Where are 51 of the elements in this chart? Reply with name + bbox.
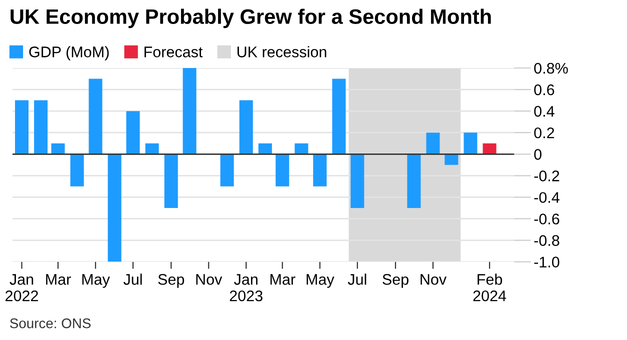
x-tick-label: Jan 2022 — [6, 274, 38, 302]
bar — [444, 154, 458, 165]
x-tick-label: Mar — [46, 274, 71, 285]
y-tick-label: -0.4 — [534, 192, 560, 203]
y-tick-label: -1.0 — [534, 256, 560, 268]
x-tick-label: Mar — [270, 274, 296, 285]
legend-label: Forecast — [144, 46, 203, 58]
x-tick-label: Sep — [158, 274, 184, 288]
y-tick-label: -0.2 — [534, 170, 560, 182]
x-tick-label: Nov — [420, 274, 447, 285]
bar — [258, 143, 272, 154]
bar — [145, 143, 159, 154]
bar — [350, 154, 364, 208]
legend-label: UK recession — [238, 46, 326, 58]
bar — [482, 143, 496, 154]
x-tick-label: Nov — [196, 274, 222, 285]
bar — [108, 154, 122, 262]
bar — [294, 143, 308, 154]
bar — [276, 154, 290, 186]
bar — [464, 132, 478, 154]
x-tick-label: May — [82, 274, 110, 288]
x-tick-label: Feb 2024 — [473, 274, 506, 302]
x-tick-label: Jan 2023 — [230, 274, 262, 302]
bar — [51, 143, 65, 154]
y-tick-label: -0.8 — [534, 235, 560, 246]
source-note: Source: ONS — [10, 318, 91, 328]
x-tick-label: May — [306, 274, 334, 288]
y-tick-label: 0.8% — [534, 62, 568, 74]
x-tick-label: Jul — [123, 274, 142, 285]
bar — [407, 154, 421, 208]
bar — [15, 100, 29, 154]
bar — [70, 154, 84, 186]
y-tick-label: 0.6 — [534, 84, 554, 96]
y-tick-label: 0 — [534, 149, 542, 160]
bar — [126, 111, 140, 154]
y-tick-label: 0.4 — [534, 106, 554, 117]
chart-title: UK Economy Probably Grew for a Second Month — [10, 8, 491, 28]
bar — [426, 132, 440, 154]
bar — [88, 78, 102, 154]
bar — [239, 100, 253, 154]
bar — [220, 154, 234, 186]
y-tick-label: 0.2 — [534, 127, 554, 138]
bar — [34, 100, 48, 154]
y-tick-label: -0.6 — [534, 214, 560, 224]
bar — [164, 154, 178, 208]
bar — [313, 154, 327, 186]
bar — [182, 68, 196, 154]
x-tick-label: Jul — [348, 274, 366, 285]
x-tick-label: Sep — [382, 274, 408, 288]
bar — [332, 78, 346, 154]
legend-label: GDP (MoM) — [29, 46, 109, 60]
